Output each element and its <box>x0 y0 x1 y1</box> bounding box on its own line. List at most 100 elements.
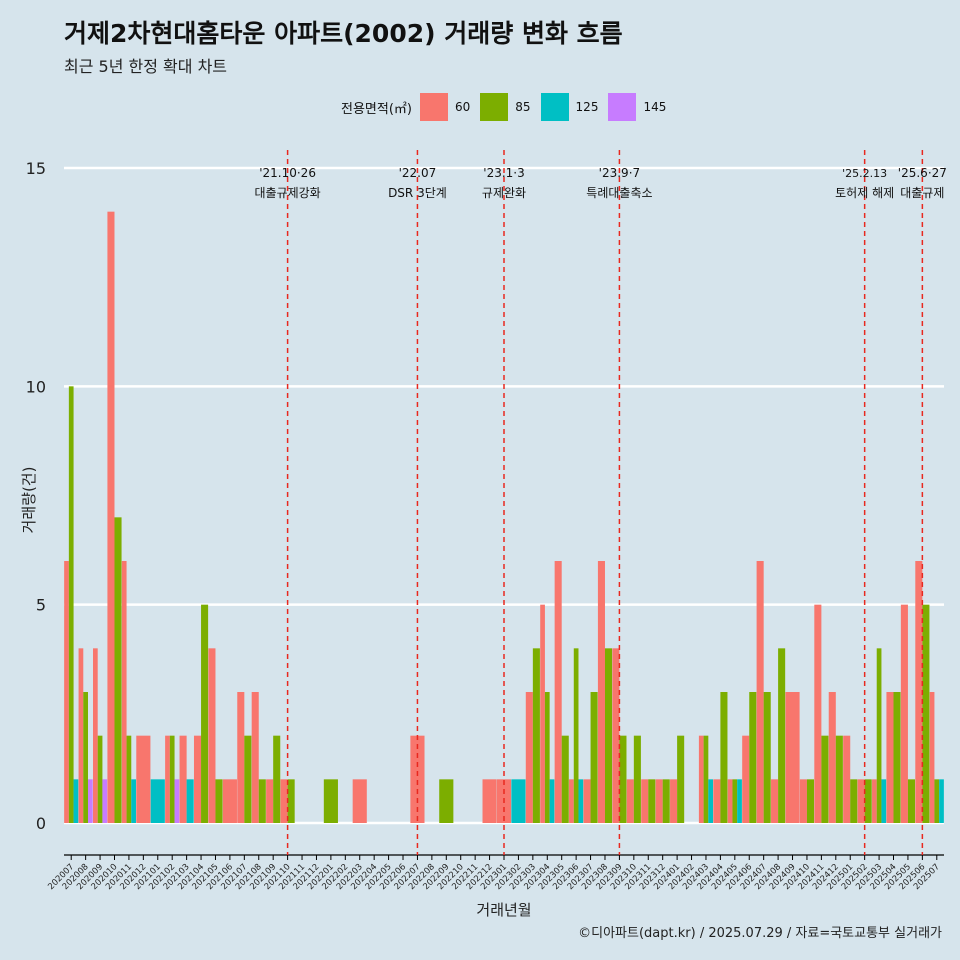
event-label-202110: 대출규제강화 <box>254 186 320 200</box>
bar-202305-85 <box>561 735 569 823</box>
event-date-202301: '23.1·3 <box>483 166 524 180</box>
bar-202502-60 <box>857 779 865 823</box>
bar-202306-60 <box>569 779 574 823</box>
bar-202109-60 <box>266 779 274 823</box>
bar-202405-60 <box>727 779 733 823</box>
bar-202312-85 <box>662 779 670 823</box>
bar-202207-60 <box>410 735 425 823</box>
bar-202009-145 <box>102 779 108 823</box>
bar-202407-60 <box>756 561 764 823</box>
bar-202212-60 <box>482 779 497 823</box>
event-date-202207: '22.07 <box>399 166 437 180</box>
bar-202312-60 <box>655 779 663 823</box>
bar-202302-125 <box>511 779 526 823</box>
bar-202010-85 <box>114 517 122 823</box>
bar-202102-145 <box>174 779 180 823</box>
bar-202408-60 <box>771 779 779 823</box>
bar-202412-60 <box>828 692 836 823</box>
legend-item-145: 145 <box>608 93 666 121</box>
bar-202410-85 <box>806 779 815 823</box>
bar-202311-60 <box>641 779 649 823</box>
legend-swatch-60 <box>419 93 448 121</box>
bar-202103-60 <box>179 735 187 823</box>
bar-202110-60 <box>280 779 288 823</box>
bar-202408-85 <box>778 648 786 823</box>
bar-202503-125 <box>881 779 887 823</box>
bar-202007-60 <box>64 561 69 823</box>
y-tick-label: 0 <box>36 814 46 833</box>
bar-202403-85 <box>703 735 709 823</box>
bar-202306-85 <box>573 648 579 823</box>
bar-202306-125 <box>578 779 584 823</box>
bar-202506-60 <box>915 561 923 823</box>
bar-202105-60 <box>208 648 216 823</box>
bar-202010-60 <box>107 211 115 823</box>
bar-202007-125 <box>73 779 79 823</box>
bar-202107-85 <box>244 735 252 823</box>
bar-202104-85 <box>201 604 209 823</box>
bar-202307-60 <box>583 779 591 823</box>
bar-202310-60 <box>626 779 634 823</box>
bar-202011-125 <box>131 779 136 823</box>
bar-202507-60 <box>929 692 935 823</box>
legend-item-125: 125 <box>540 93 598 121</box>
bar-202504-60 <box>886 692 894 823</box>
bar-202008-145 <box>87 779 93 823</box>
bar-202104-60 <box>193 735 202 823</box>
bar-202309-60 <box>612 648 620 823</box>
legend-title: 전용면적(㎡) <box>341 101 412 117</box>
bar-202108-60 <box>251 692 259 823</box>
bar-202101-125 <box>150 779 165 823</box>
bar-202405-125 <box>737 779 742 823</box>
bar-202403-125 <box>708 779 714 823</box>
bar-202109-85 <box>273 735 281 823</box>
bar-202406-60 <box>742 735 750 823</box>
bar-202501-85 <box>850 779 858 823</box>
chart-title: 거제2차현대홈타운 아파트(2002) 거래량 변화 흐름 <box>64 19 623 48</box>
bar-202203-60 <box>352 779 367 823</box>
source-caption: ©디아파트(dapt.kr) / 2025.07.29 / 자료=국토교통부 실… <box>578 926 942 941</box>
bar-202102-60 <box>165 735 170 823</box>
event-label-202207: DSR 3단계 <box>388 186 447 200</box>
bar-202304-85 <box>544 692 550 823</box>
y-tick-label: 10 <box>26 377 46 396</box>
bar-202309-85 <box>619 735 627 823</box>
bar-202106-60 <box>222 779 237 823</box>
bar-202107-60 <box>237 692 245 823</box>
bar-202405-85 <box>732 779 738 823</box>
event-label-202502: 토허제 해제 <box>835 186 894 200</box>
chart-subtitle: 최근 5년 한정 확대 차트 <box>64 57 228 76</box>
bar-202403-60 <box>698 735 704 823</box>
bar-202308-85 <box>604 648 613 823</box>
event-label-202309: 특례대출축소 <box>586 186 652 200</box>
legend: 전용면적(㎡) 60 85 125 145 <box>341 93 676 121</box>
event-date-202506: '25.6·27 <box>898 166 947 180</box>
bar-202505-85 <box>907 779 916 823</box>
event-label-202506: 대출규제 <box>900 186 944 200</box>
bar-202501-60 <box>843 735 851 823</box>
legend-swatch-125 <box>540 93 569 121</box>
legend-item-85: 85 <box>480 93 531 121</box>
bar-202305-60 <box>554 561 562 823</box>
bar-202411-85 <box>821 735 829 823</box>
bar-202502-85 <box>864 779 872 823</box>
bar-202507-125 <box>939 779 944 823</box>
bar-202503-85 <box>876 648 882 823</box>
legend-swatch-145 <box>608 93 637 121</box>
bar-202012-60 <box>136 735 151 823</box>
legend-label-145: 145 <box>643 100 667 114</box>
legend-swatch-85 <box>480 93 509 121</box>
bar-202303-85 <box>532 648 540 823</box>
bar-202504-85 <box>893 692 901 823</box>
y-tick-label: 5 <box>36 596 46 615</box>
event-label-202301: 규제완화 <box>482 186 526 200</box>
bar-202404-60 <box>713 779 721 823</box>
bar-202011-85 <box>126 735 132 823</box>
event-date-202309: '23.9·7 <box>599 166 640 180</box>
bar-202412-85 <box>835 735 843 823</box>
bar-202209-85 <box>439 779 454 823</box>
y-axis-title: 거래량(건) <box>20 467 38 534</box>
bar-202311-85 <box>648 779 656 823</box>
bar-202307-85 <box>590 692 598 823</box>
